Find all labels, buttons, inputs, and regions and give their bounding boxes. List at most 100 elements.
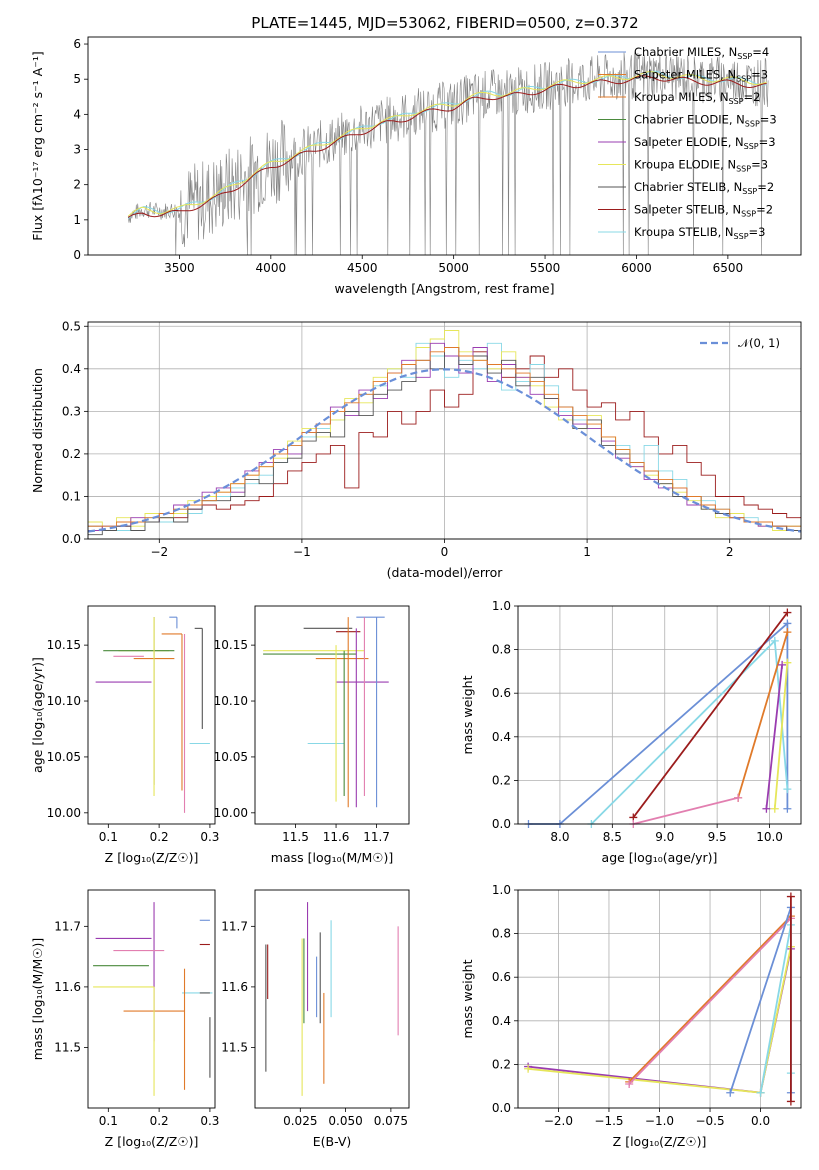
- y-tick-label: 0.4: [492, 1014, 511, 1028]
- x-tick-label: 0.025: [283, 1114, 317, 1128]
- weight-marker: [783, 658, 792, 667]
- y-tick-label: 0.8: [492, 927, 511, 941]
- weight-marker: [734, 793, 743, 802]
- y-tick-label: 0.4: [62, 362, 81, 376]
- legend-entry: Salpeter ELODIE, NSSP=3: [634, 135, 776, 151]
- legend-entry: Chabrier MILES, NSSP=4: [634, 45, 769, 61]
- y-tick-label: 3: [73, 143, 81, 157]
- weight-marker: [770, 636, 779, 645]
- x-tick-label: 0.3: [200, 830, 219, 844]
- x-tick-label: 4000: [256, 261, 287, 275]
- x-tick-label: 11.7: [363, 830, 390, 844]
- x-axis-label: wavelength [Angstrom, rest frame]: [334, 281, 554, 296]
- x-tick-label: 8.0: [550, 830, 569, 844]
- x-tick-label: 8.5: [603, 830, 622, 844]
- weight-marker: [625, 1080, 634, 1089]
- axes-frame: [87, 605, 216, 825]
- y-tick-label: 6: [73, 37, 81, 51]
- y-tick-label: 10.05: [47, 750, 81, 764]
- y-tick-label: 10.10: [214, 694, 248, 708]
- mass-vs-ebv-panel: 0.025 0.050 0.075 11.5 11.6 11.7 E(B-V): [221, 889, 410, 1149]
- y-tick-label: 5: [73, 72, 81, 86]
- y-tick-label: 2: [73, 178, 81, 192]
- x-tick-label: −0.5: [695, 1114, 724, 1128]
- x-tick-label: 0.1: [99, 830, 118, 844]
- weight-marker: [762, 804, 771, 813]
- axes-frame: [87, 321, 802, 540]
- age-vs-Z-panel: 0.1 0.2 0.3 10.00 10.05 10.10 10.15 Z [log₁₀(Z/…: [30, 605, 219, 865]
- x-tick-label: 6000: [621, 261, 652, 275]
- x-tick-label: 0.075: [374, 1114, 408, 1128]
- legend-entry: Chabrier ELODIE, NSSP=3: [634, 113, 777, 129]
- y-tick-label: 11.6: [221, 980, 248, 994]
- weight-marker: [783, 804, 792, 813]
- x-axis-label: Z [log₁₀(Z/Z☉)]: [613, 1134, 707, 1149]
- y-tick-label: 4: [73, 107, 81, 121]
- x-tick-label: 9.5: [708, 830, 727, 844]
- x-tick-label: −2: [150, 545, 168, 559]
- y-tick-label: 0.0: [62, 532, 81, 546]
- legend-entry: Kroupa STELIB, NSSP=3: [634, 225, 765, 241]
- axes-frame: [254, 889, 410, 1109]
- model-spectrum-line: [127, 75, 767, 218]
- legend-entry: 𝒩(0, 1): [738, 336, 780, 350]
- y-tick-label: 10.00: [214, 806, 248, 820]
- weight-line: [633, 796, 739, 825]
- x-tick-label: 0.2: [150, 1114, 169, 1128]
- weight-marker: [778, 660, 787, 669]
- y-tick-label: 0.3: [62, 404, 81, 418]
- mass-vs-Z-panel: 0.1 0.2 0.3 11.5 11.6 11.7 Z [log₁₀(Z/Z☉)] mass…: [30, 889, 219, 1149]
- weight-marker: [783, 619, 792, 628]
- legend-entry: Kroupa MILES, NSSP=2: [634, 90, 760, 106]
- y-tick-label: 1: [73, 213, 81, 227]
- weight-line: [773, 662, 789, 809]
- x-axis-label: mass [log₁₀(M/M☉)]: [271, 850, 393, 865]
- weight-vs-Z-panel: −2.0 −1.5 −1.0 −0.5 0.0 0.0 0.2 0.4 0.6 0.8 1.0 Z […: [460, 883, 802, 1149]
- y-tick-label: 0: [73, 248, 81, 262]
- x-tick-label: 0.2: [150, 830, 169, 844]
- x-axis-label: Z [log₁₀(Z/Z☉)]: [105, 850, 199, 865]
- normal-curve: [87, 368, 802, 533]
- x-tick-label: 11.6: [323, 830, 350, 844]
- y-tick-label: 1.0: [492, 599, 511, 613]
- legend-entry: Kroupa ELODIE, NSSP=3: [634, 158, 768, 174]
- axes-frame: [87, 36, 802, 256]
- x-tick-label: 0.3: [200, 1114, 219, 1128]
- x-tick-label: 0.1: [99, 1114, 118, 1128]
- weight-line: [765, 664, 783, 809]
- y-tick-label: 0.1: [62, 489, 81, 503]
- weight-line: [528, 621, 789, 825]
- y-axis-label: mass weight: [460, 959, 475, 1038]
- x-tick-label: 2: [726, 545, 734, 559]
- y-tick-label: 0.4: [492, 730, 511, 744]
- axes-frame: [517, 605, 802, 825]
- y-tick-label: 10.15: [214, 638, 248, 652]
- x-tick-label: 0.0: [751, 1114, 770, 1128]
- y-tick-label: 10.00: [47, 806, 81, 820]
- x-tick-label: −1: [293, 545, 311, 559]
- y-tick-label: 0.6: [492, 970, 511, 984]
- observed-spectrum: [127, 51, 769, 256]
- y-tick-label: 10.10: [47, 694, 81, 708]
- y-tick-label: 0.5: [62, 319, 81, 333]
- legend-entry: Salpeter STELIB, NSSP=2: [634, 203, 773, 219]
- weight-line: [632, 611, 789, 819]
- y-axis-label: Flux [fλ10⁻¹⁷ erg cm⁻² s⁻¹ A⁻¹]: [30, 51, 45, 240]
- x-tick-label: 6500: [713, 261, 744, 275]
- weight-marker: [783, 785, 792, 794]
- x-axis-label: Z [log₁₀(Z/Z☉)]: [105, 1134, 199, 1149]
- legend-entry: Salpeter MILES, NSSP=3: [634, 68, 768, 84]
- y-tick-label: 11.5: [54, 1040, 81, 1054]
- x-axis-label: (data-model)/error: [387, 565, 504, 580]
- weight-marker: [783, 608, 792, 617]
- axes-frame: [517, 889, 802, 1109]
- y-tick-label: 11.7: [54, 919, 81, 933]
- y-tick-label: 11.7: [221, 919, 248, 933]
- y-tick-label: 0.2: [62, 447, 81, 461]
- y-tick-label: 0.2: [492, 1057, 511, 1071]
- weight-line: [628, 915, 792, 1083]
- y-tick-label: 0.2: [492, 773, 511, 787]
- x-tick-label: −2.0: [544, 1114, 573, 1128]
- weight-marker: [786, 892, 795, 901]
